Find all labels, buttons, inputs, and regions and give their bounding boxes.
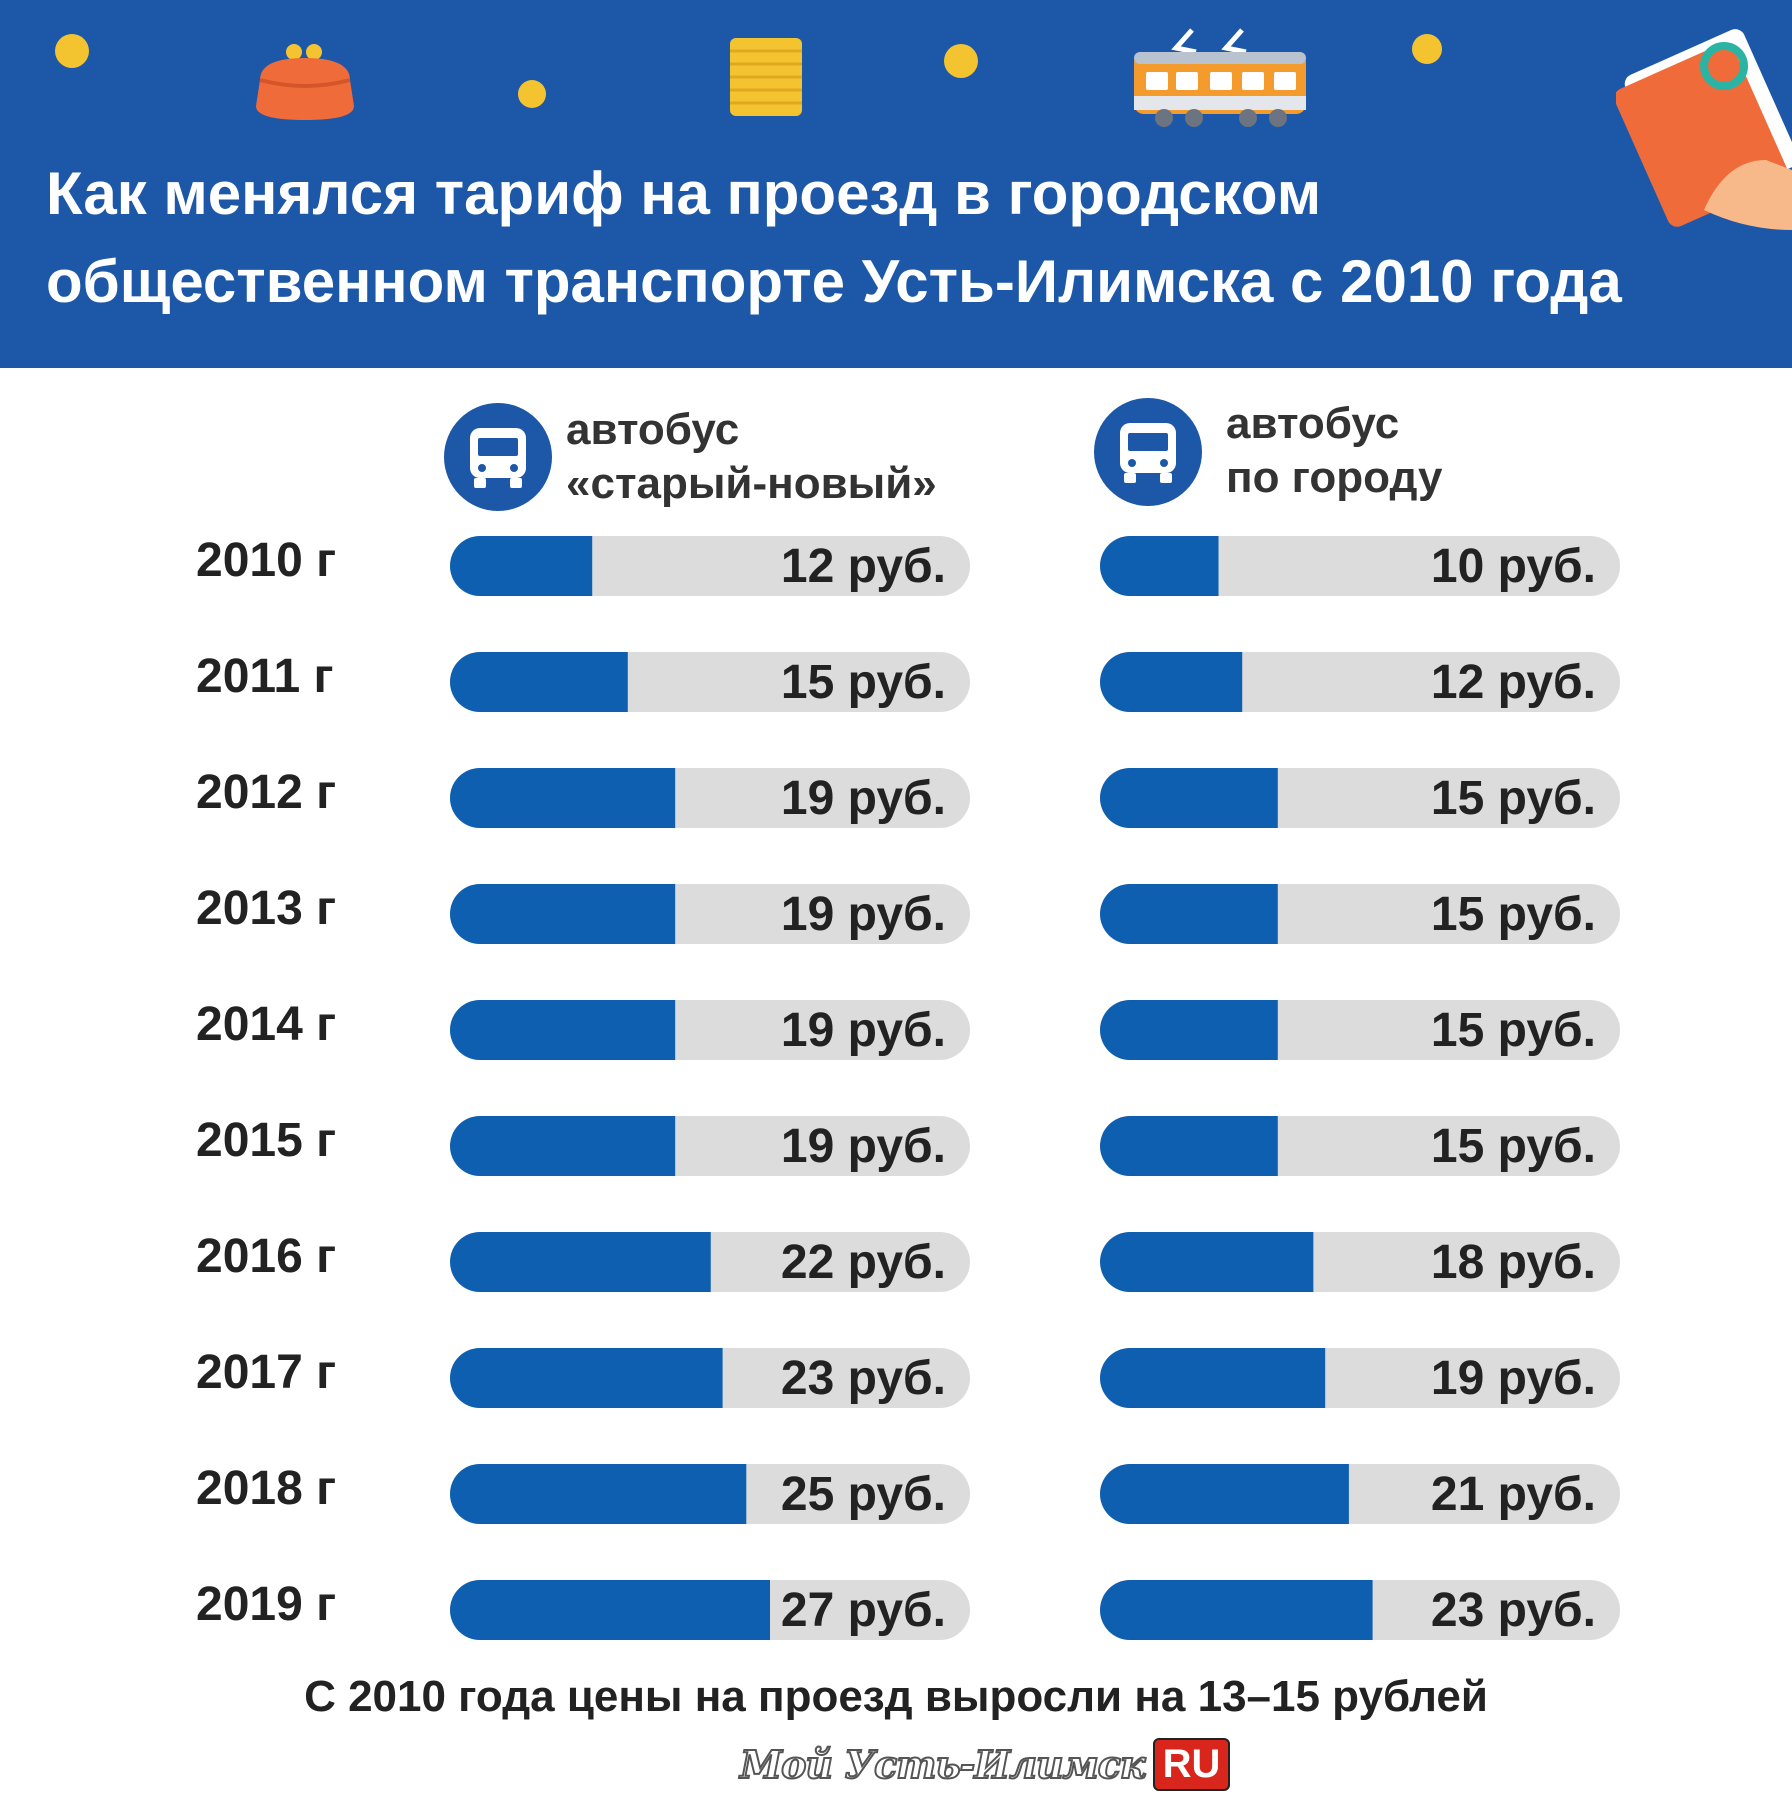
year-label: 2015 г bbox=[196, 1114, 336, 1167]
value-label: 25 руб. bbox=[781, 1468, 946, 1521]
footnote: С 2010 года цены на проезд выросли на 13… bbox=[304, 1672, 1488, 1721]
bar-fill bbox=[450, 1464, 747, 1524]
page-title: Как менялся тариф на проезд в городском … bbox=[46, 150, 1622, 326]
value-label: 23 руб. bbox=[781, 1352, 946, 1405]
site-logo: Мой Усть-Илимск RU bbox=[739, 1736, 1231, 1792]
bar-fill bbox=[450, 1116, 676, 1176]
bus-icon bbox=[1120, 423, 1176, 483]
bar-fill bbox=[1100, 1348, 1326, 1408]
value-label: 15 руб. bbox=[1431, 1120, 1596, 1173]
bar-fill bbox=[450, 884, 676, 944]
coin-icon bbox=[518, 80, 546, 108]
legend-series-1: автобус «старый-новый» bbox=[444, 403, 937, 511]
bar-fill bbox=[450, 1232, 711, 1292]
bar-fill bbox=[450, 652, 628, 712]
bar-fill bbox=[1100, 768, 1278, 828]
bar-fill bbox=[1100, 1232, 1314, 1292]
legend-series-1-line1: автобус bbox=[566, 405, 739, 454]
coin-icon bbox=[944, 44, 978, 78]
year-label: 2010 г bbox=[196, 534, 336, 587]
value-label: 19 руб. bbox=[781, 772, 946, 825]
year-label: 2014 г bbox=[196, 998, 336, 1051]
year-label: 2012 г bbox=[196, 766, 336, 819]
value-label: 12 руб. bbox=[781, 540, 946, 593]
year-label: 2016 г bbox=[196, 1230, 336, 1283]
legend-series-2: автобус по городу bbox=[1094, 398, 1443, 506]
bar-fill bbox=[450, 1000, 676, 1060]
value-label: 15 руб. bbox=[1431, 772, 1596, 825]
value-label: 23 руб. bbox=[1431, 1584, 1596, 1637]
value-label: 15 руб. bbox=[1431, 1004, 1596, 1057]
bar-track bbox=[1100, 536, 1620, 596]
title-line-2: общественном транспорте Усть-Илимска с 2… bbox=[46, 248, 1622, 315]
bar-fill bbox=[450, 768, 676, 828]
value-label: 19 руб. bbox=[781, 1120, 946, 1173]
bar-fill bbox=[1100, 1000, 1278, 1060]
value-label: 27 руб. bbox=[781, 1584, 946, 1637]
year-label: 2011 г bbox=[196, 650, 333, 703]
value-label: 19 руб. bbox=[781, 1004, 946, 1057]
value-label: 19 руб. bbox=[781, 888, 946, 941]
bar-fill bbox=[1100, 652, 1243, 712]
value-label: 15 руб. bbox=[781, 656, 946, 709]
fare-bar-chart: автобус «старый-новый» автобус по городу… bbox=[196, 398, 1620, 1640]
bar-fill bbox=[1100, 1116, 1278, 1176]
bar-fill bbox=[1100, 1580, 1373, 1640]
bar-fill bbox=[450, 1580, 770, 1640]
value-label: 19 руб. bbox=[1431, 1352, 1596, 1405]
title-line-1: Как менялся тариф на проезд в городском bbox=[46, 160, 1322, 227]
value-label: 21 руб. bbox=[1431, 1468, 1596, 1521]
value-label: 22 руб. bbox=[781, 1236, 946, 1289]
year-label: 2018 г bbox=[196, 1462, 336, 1515]
wallet-icon bbox=[1616, 29, 1792, 230]
bars-group: 2010 г 12 руб. 10 руб. 2011 г 15 руб. 12 руб.… bbox=[196, 534, 1620, 1640]
coin-icon bbox=[55, 34, 89, 68]
tram-icon bbox=[1134, 28, 1306, 127]
bar-fill bbox=[1100, 536, 1219, 596]
year-label: 2013 г bbox=[196, 882, 336, 935]
bus-icon bbox=[470, 428, 526, 488]
bar-fill bbox=[1100, 1464, 1349, 1524]
year-label: 2017 г bbox=[196, 1346, 336, 1399]
logo-badge: RU bbox=[1152, 1737, 1231, 1791]
coin-icon bbox=[1412, 34, 1442, 64]
logo-text: Мой Усть-Илимск bbox=[739, 1741, 1147, 1788]
bar-fill bbox=[1100, 884, 1278, 944]
bar-fill bbox=[450, 1348, 723, 1408]
coin-stack-icon bbox=[730, 38, 802, 116]
value-label: 10 руб. bbox=[1431, 540, 1596, 593]
legend-series-2-line2: по городу bbox=[1226, 453, 1443, 502]
value-label: 15 руб. bbox=[1431, 888, 1596, 941]
bar-fill bbox=[450, 536, 593, 596]
header-banner: Как менялся тариф на проезд в городском … bbox=[0, 0, 1792, 368]
legend-series-1-line2: «старый-новый» bbox=[566, 459, 937, 508]
value-label: 12 руб. bbox=[1431, 656, 1596, 709]
purse-icon bbox=[256, 44, 354, 120]
legend-series-2-line1: автобус bbox=[1226, 399, 1399, 448]
value-label: 18 руб. bbox=[1431, 1236, 1596, 1289]
year-label: 2019 г bbox=[196, 1578, 336, 1631]
